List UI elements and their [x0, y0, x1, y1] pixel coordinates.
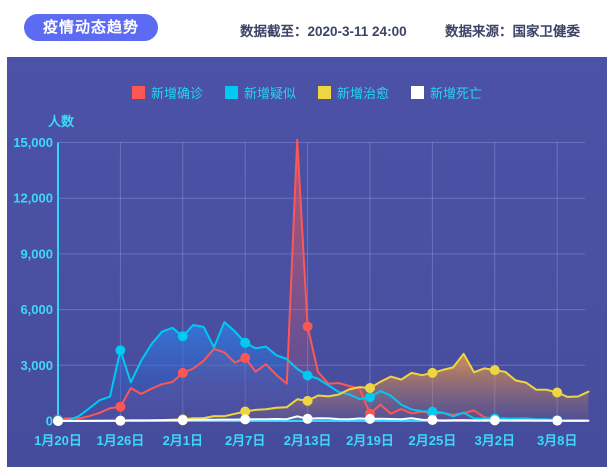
- trend-chart: 0 3,000 6,000 9,000 12,000 15,000 1月20日 1月26日 2月…: [13, 114, 590, 448]
- x-tick-label: 1月26日: [97, 433, 145, 448]
- y-tick-label: 6,000: [20, 302, 53, 317]
- cured-marker[interactable]: [365, 383, 375, 393]
- deaths-marker[interactable]: [302, 413, 313, 424]
- suspected-marker[interactable]: [240, 337, 251, 348]
- x-tick-label: 3月8日: [537, 433, 577, 448]
- legend-item-suspected[interactable]: 新增疑似: [224, 83, 296, 102]
- chart-legend: 新增确诊 新增疑似 新增治愈 新增死亡: [7, 83, 607, 102]
- deaths-marker[interactable]: [489, 415, 500, 426]
- confirmed-marker[interactable]: [177, 367, 188, 378]
- chart-panel: 0 3,000 6,000 9,000 12,000 15,000 1月20日 1月26日 2月…: [7, 57, 607, 467]
- suspected-legend-swatch-icon: [224, 86, 238, 99]
- deaths-marker[interactable]: [177, 415, 188, 426]
- cured-marker[interactable]: [489, 365, 500, 376]
- cured-legend-swatch-icon: [318, 86, 331, 99]
- legend-label: 新增治愈: [337, 86, 390, 101]
- y-tick-label: 9,000: [20, 246, 53, 261]
- legend-item-cured[interactable]: 新增治愈: [318, 83, 389, 102]
- deaths-marker[interactable]: [115, 415, 126, 426]
- deaths-marker[interactable]: [53, 416, 63, 426]
- cured-marker[interactable]: [240, 406, 251, 417]
- suspected-marker[interactable]: [365, 392, 375, 403]
- confirmed-marker[interactable]: [302, 321, 313, 332]
- x-tick-label: 2月7日: [225, 433, 265, 448]
- x-tick-label: 2月13日: [284, 433, 332, 448]
- confirmed-marker[interactable]: [115, 401, 126, 412]
- cured-marker[interactable]: [427, 367, 438, 378]
- suspected-area: [58, 322, 589, 421]
- legend-item-confirmed[interactable]: 新增确诊: [131, 83, 203, 102]
- x-tick-label: 2月19日: [346, 433, 394, 448]
- x-tick-label: 2月1日: [163, 433, 203, 448]
- confirmed-legend-swatch-icon: [131, 86, 145, 99]
- suspected-marker[interactable]: [115, 345, 126, 356]
- y-tick-label: 12,000: [13, 191, 53, 206]
- deaths-marker[interactable]: [240, 414, 251, 425]
- data-as-of-text: 数据截至：2020-3-11 24:00: [240, 24, 407, 39]
- legend-label: 新增确诊: [150, 86, 203, 101]
- y-tick-label: 0: [46, 414, 53, 429]
- x-tick-label: 2月25日: [409, 433, 457, 448]
- deaths-legend-swatch-icon: [411, 86, 425, 99]
- deaths-marker[interactable]: [427, 415, 438, 425]
- cured-marker[interactable]: [552, 387, 563, 398]
- legend-item-deaths[interactable]: 新增死亡: [411, 83, 482, 102]
- y-tick-label: 15,000: [13, 135, 53, 150]
- y-tick-label: 3,000: [20, 358, 53, 373]
- suspected-marker[interactable]: [302, 370, 313, 381]
- data-source-text: 数据来源：国家卫健委: [445, 24, 580, 39]
- suspected-marker[interactable]: [177, 331, 188, 342]
- legend-label: 新增死亡: [430, 86, 483, 101]
- confirmed-marker[interactable]: [240, 352, 251, 363]
- suspected-marker[interactable]: [427, 406, 438, 417]
- x-tick-label: 1月20日: [34, 433, 82, 448]
- page-title-pill[interactable]: 疫情动态趋势: [24, 14, 159, 41]
- y-axis-title: 人数: [48, 114, 75, 129]
- cured-marker[interactable]: [302, 395, 313, 406]
- x-tick-label: 3月2日: [475, 433, 515, 448]
- cured-area: [58, 353, 589, 421]
- deaths-marker[interactable]: [365, 413, 375, 424]
- deaths-marker[interactable]: [552, 415, 563, 426]
- deaths-line: [57, 415, 590, 422]
- legend-label: 新增疑似: [243, 86, 296, 101]
- page-header: 疫情动态趋势 数据截至：2020-3-11 24:00 数据来源：国家卫健委: [0, 0, 614, 57]
- suspected-line: [57, 321, 590, 422]
